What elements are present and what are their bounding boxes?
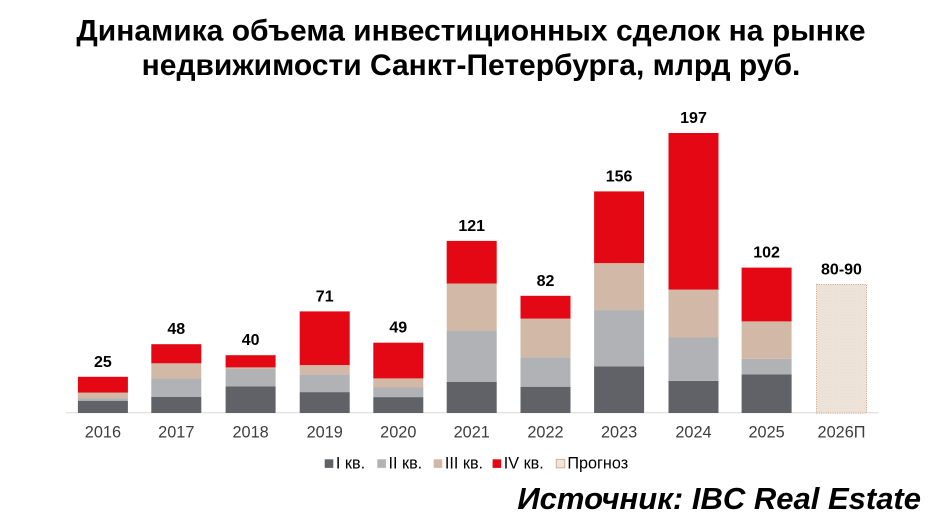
svg-text:2017: 2017 bbox=[158, 423, 194, 441]
svg-text:Источник: IBC Real Estate: Источник: IBC Real Estate bbox=[517, 481, 921, 516]
svg-text:197: 197 bbox=[680, 110, 707, 127]
svg-text:49: 49 bbox=[389, 320, 407, 337]
svg-text:2019: 2019 bbox=[307, 423, 343, 441]
svg-text:102: 102 bbox=[753, 245, 780, 262]
svg-text:121: 121 bbox=[458, 218, 485, 235]
svg-text:2024: 2024 bbox=[675, 423, 711, 441]
svg-text:82: 82 bbox=[537, 273, 555, 290]
svg-text:80-90: 80-90 bbox=[821, 261, 862, 278]
svg-text:2022: 2022 bbox=[527, 423, 563, 441]
svg-text:I кв.: I кв. bbox=[336, 454, 365, 472]
svg-text:156: 156 bbox=[606, 168, 633, 185]
svg-text:2026П: 2026П bbox=[818, 423, 866, 441]
svg-text:2018: 2018 bbox=[232, 423, 268, 441]
svg-text:IV кв.: IV кв. bbox=[504, 454, 544, 472]
svg-text:III кв.: III кв. bbox=[445, 454, 483, 472]
svg-text:25: 25 bbox=[94, 354, 112, 371]
svg-text:40: 40 bbox=[242, 332, 260, 349]
svg-text:2016: 2016 bbox=[85, 423, 121, 441]
svg-text:Динамика объема инвестиционных: Динамика объема инвестиционных сделок на… bbox=[76, 15, 865, 48]
svg-text:Прогноз: Прогноз bbox=[567, 454, 628, 472]
svg-text:2021: 2021 bbox=[454, 423, 490, 441]
svg-text:48: 48 bbox=[167, 321, 185, 338]
svg-text:71: 71 bbox=[316, 288, 334, 305]
svg-text:II кв.: II кв. bbox=[389, 454, 423, 472]
svg-text:2023: 2023 bbox=[601, 423, 637, 441]
svg-text:2025: 2025 bbox=[748, 423, 784, 441]
svg-text:недвижимости Санкт-Петербурга,: недвижимости Санкт-Петербурга, млрд руб. bbox=[142, 49, 801, 82]
svg-text:2020: 2020 bbox=[380, 423, 416, 441]
